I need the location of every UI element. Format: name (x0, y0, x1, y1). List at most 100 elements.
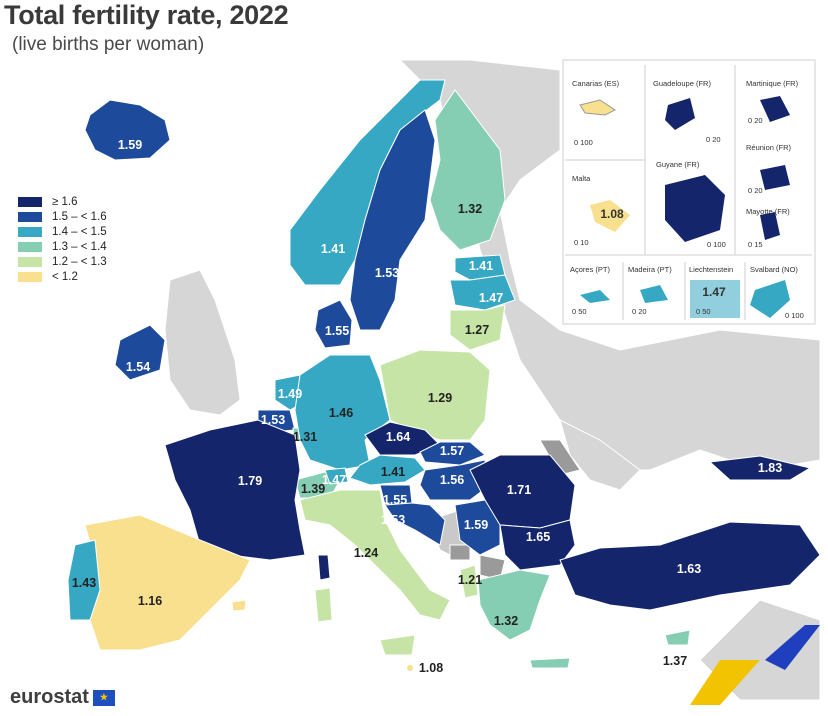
inset-guadeloupe-title: Guadeloupe (FR) (653, 79, 711, 88)
legend-item: 1.3 – < 1.4 (18, 239, 107, 254)
label-turkey: 1.63 (677, 562, 701, 576)
inset-canarias-title: Canarias (ES) (572, 79, 620, 88)
label-netherlands: 1.49 (278, 387, 302, 401)
label-spain: 1.16 (138, 594, 162, 608)
label-germany: 1.46 (329, 406, 353, 420)
inset-reunion-scale: 0 20 (748, 186, 763, 195)
legend: ≥ 1.6 1.5 – < 1.6 1.4 – < 1.5 1.3 – < 1.… (18, 194, 107, 284)
legend-label: < 1.2 (52, 270, 78, 283)
country-austria (349, 454, 426, 486)
legend-item: < 1.2 (18, 269, 107, 284)
inset-acores-scale: 0 50 (572, 307, 587, 316)
label-france: 1.79 (238, 474, 262, 488)
label-switzerland: 1.39 (301, 482, 325, 496)
label-portugal: 1.43 (72, 576, 96, 590)
label-lithuania: 1.27 (465, 323, 489, 337)
legend-swatch (18, 226, 42, 237)
label-denmark: 1.55 (325, 324, 349, 338)
inset-mayotte-title: Mayotte (FR) (746, 207, 790, 216)
country-turkey (559, 521, 821, 611)
inset-canarias-scale: 0 100 (574, 138, 593, 147)
legend-item: 1.4 – < 1.5 (18, 224, 107, 239)
country-italy (299, 489, 451, 621)
country-finland (429, 89, 506, 251)
label-belgium: 1.53 (261, 413, 285, 427)
country-georgia (708, 455, 812, 481)
island-crete (529, 657, 571, 669)
inset-reunion-title: Réunion (FR) (746, 143, 792, 152)
inset-madeira-title: Madeira (PT) (628, 265, 672, 274)
country-sweden (349, 109, 436, 331)
label-ireland: 1.54 (126, 360, 150, 374)
legend-swatch (18, 211, 42, 222)
legend-swatch (18, 241, 42, 252)
country-bulgaria (499, 519, 576, 571)
label-georgia: 1.83 (758, 461, 782, 475)
inset-malta-title: Malta (572, 174, 591, 183)
label-slovakia: 1.57 (440, 444, 464, 458)
label-albania: 1.21 (458, 573, 482, 587)
island-sicily (379, 634, 416, 656)
label-austria: 1.41 (381, 465, 405, 479)
label-estonia: 1.41 (469, 259, 493, 273)
country-iceland (84, 99, 171, 161)
inset-svalbard-title: Svalbard (NO) (750, 265, 798, 274)
eu-flag-icon: ★ (92, 689, 115, 706)
country-ireland (114, 324, 166, 381)
corner-decoration (690, 625, 820, 705)
label-hungary: 1.56 (440, 473, 464, 487)
island-corsica (317, 554, 331, 581)
inset-mayotte-scale: 0 15 (748, 240, 763, 249)
island-sardinia (314, 587, 333, 623)
island-balearic (231, 599, 247, 612)
inset-svalbard-scale: 0 100 (785, 311, 804, 320)
label-romania: 1.71 (507, 483, 531, 497)
legend-swatch (18, 271, 42, 282)
country-liechtenstein (324, 467, 349, 485)
label-norway: 1.41 (321, 242, 345, 256)
inset-martinique-scale: 0 20 (748, 116, 763, 125)
country-lithuania (449, 304, 506, 351)
inset-liechtenstein-title: Liechtenstein (689, 265, 733, 274)
country-latvia (449, 274, 516, 311)
inset-malta-scale: 0 10 (574, 238, 589, 247)
label-slovenia: 1.55 (383, 493, 407, 507)
map-subtitle: (live births per woman) (12, 34, 205, 55)
map-title: Total fertility rate, 2022 (4, 0, 289, 30)
inset-malta-value: 1.08 (600, 207, 624, 221)
country-cyprus (664, 629, 691, 646)
legend-label: ≥ 1.6 (52, 195, 78, 208)
legend-item: 1.2 – < 1.3 (18, 254, 107, 269)
label-luxembourg: 1.31 (293, 430, 317, 444)
label-serbia: 1.59 (464, 518, 488, 532)
country-germany (294, 354, 391, 471)
inset-guadeloupe-scale: 0 20 (706, 135, 721, 144)
legend-item: 1.5 – < 1.6 (18, 209, 107, 224)
country-portugal (67, 539, 101, 621)
legend-swatch (18, 256, 42, 267)
inset-liechtenstein-value: 1.47 (702, 285, 726, 299)
insets-panel: Canarias (ES) 0 100 Guadeloupe (FR) 0 20… (562, 59, 816, 325)
label-czechia: 1.64 (386, 430, 410, 444)
label-italy: 1.24 (354, 546, 378, 560)
label-poland: 1.29 (428, 391, 452, 405)
legend-swatch (18, 196, 42, 207)
country-croatia (384, 502, 446, 546)
label-greece: 1.32 (494, 614, 518, 628)
country-denmark (314, 299, 353, 349)
country-malta (407, 665, 413, 671)
country-slovakia (419, 441, 486, 466)
label-bulgaria: 1.65 (526, 530, 550, 544)
logo-text: eurostat (10, 686, 89, 708)
legend-item: ≥ 1.6 (18, 194, 107, 209)
label-finland: 1.32 (458, 202, 482, 216)
inset-guyane-scale: 0 100 (707, 240, 726, 249)
eurostat-logo: eurostat ★ (10, 686, 115, 709)
label-latvia: 1.47 (479, 291, 503, 305)
inset-acores-title: Açores (PT) (570, 265, 611, 274)
legend-label: 1.3 – < 1.4 (52, 240, 107, 253)
label-liechtenstein: 1.47 (322, 473, 346, 487)
legend-label: 1.5 – < 1.6 (52, 210, 107, 223)
inset-madeira-scale: 0 20 (632, 307, 647, 316)
